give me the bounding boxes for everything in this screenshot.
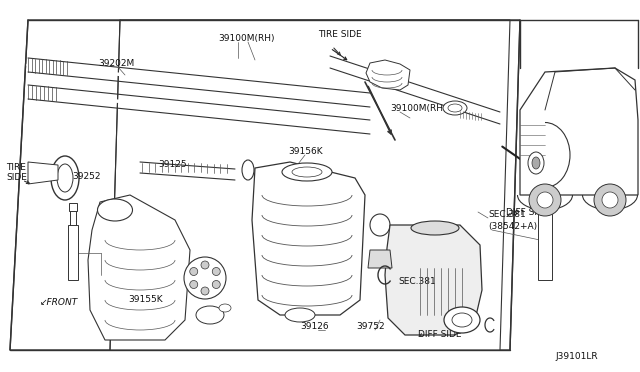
Ellipse shape [57,164,73,192]
Text: SEC.381: SEC.381 [398,277,436,286]
Polygon shape [28,162,58,184]
Text: TIRE: TIRE [6,163,26,172]
Ellipse shape [537,192,553,208]
Polygon shape [110,20,510,350]
Ellipse shape [282,163,332,181]
Polygon shape [520,68,638,195]
Ellipse shape [242,160,254,180]
Text: 39252: 39252 [72,172,100,181]
Ellipse shape [212,280,220,289]
Ellipse shape [532,157,540,169]
Polygon shape [538,205,552,280]
Polygon shape [368,250,392,268]
Polygon shape [366,60,410,90]
Text: 39100M(RH): 39100M(RH) [218,34,275,43]
Ellipse shape [201,261,209,269]
Polygon shape [252,162,365,315]
Text: TIRE SIDE: TIRE SIDE [318,30,362,39]
Ellipse shape [602,192,618,208]
Text: 39100M(RH): 39100M(RH) [390,104,447,113]
Polygon shape [68,225,78,280]
Ellipse shape [212,267,220,276]
Ellipse shape [448,104,462,112]
Polygon shape [69,203,77,211]
Text: 39155K: 39155K [128,295,163,304]
Ellipse shape [411,221,459,235]
Text: SIDE: SIDE [6,173,27,182]
Text: 39202M: 39202M [98,59,134,68]
Text: DIFF SIDE: DIFF SIDE [418,330,461,339]
Ellipse shape [201,287,209,295]
Ellipse shape [443,101,467,115]
Text: ↙FRONT: ↙FRONT [40,298,78,307]
Polygon shape [385,225,482,335]
Ellipse shape [528,152,544,174]
Text: 39752: 39752 [356,322,385,331]
Text: SEC.381: SEC.381 [488,210,525,219]
Ellipse shape [189,280,198,289]
Polygon shape [88,195,190,340]
Ellipse shape [285,308,315,322]
Ellipse shape [370,214,390,236]
Ellipse shape [529,184,561,216]
Text: (38542+A): (38542+A) [488,222,537,231]
Ellipse shape [444,307,480,333]
Ellipse shape [184,257,226,299]
Ellipse shape [219,304,231,312]
Ellipse shape [292,167,322,177]
Ellipse shape [51,156,79,200]
Polygon shape [10,20,520,350]
Text: 39125: 39125 [158,160,187,169]
Text: J39101LR: J39101LR [555,352,598,361]
Ellipse shape [97,199,132,221]
Text: 39156K: 39156K [288,147,323,156]
Polygon shape [540,177,550,187]
Ellipse shape [594,184,626,216]
Ellipse shape [196,306,224,324]
Ellipse shape [452,313,472,327]
Text: DIFF SIDE: DIFF SIDE [506,208,550,217]
Ellipse shape [189,267,198,276]
Text: 39126: 39126 [300,322,328,331]
